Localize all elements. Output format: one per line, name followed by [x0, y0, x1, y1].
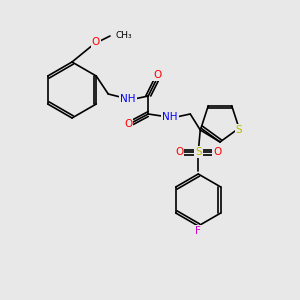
Text: O: O — [213, 147, 221, 157]
Text: O: O — [153, 70, 161, 80]
Text: O: O — [92, 37, 100, 47]
Text: O: O — [175, 147, 183, 157]
Text: CH₃: CH₃ — [115, 31, 132, 40]
Text: S: S — [195, 147, 202, 157]
Text: O: O — [124, 119, 132, 129]
Text: S: S — [236, 125, 242, 135]
Text: F: F — [195, 226, 201, 236]
Text: NH: NH — [121, 94, 136, 104]
Text: NH: NH — [163, 112, 178, 122]
